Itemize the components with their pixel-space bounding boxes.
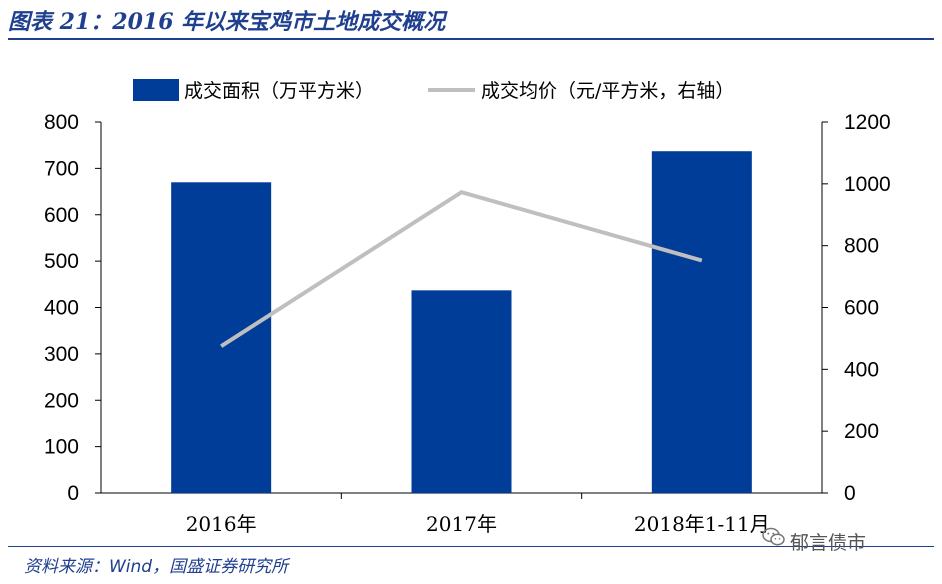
y-left-tick-label: 400	[44, 297, 79, 320]
y-left-tick-label: 300	[44, 343, 79, 366]
title-divider	[8, 38, 934, 40]
y-right-tick-label: 200	[844, 420, 879, 443]
price-line	[220, 190, 703, 348]
legend: 成交面积（万平方米） 成交均价（元/平方米，右轴）	[133, 79, 734, 102]
area-bar	[651, 151, 752, 493]
chart-title: 图表 21：2016 年以来宝鸡市土地成交概况	[8, 9, 446, 35]
legend-label-price: 成交均价（元/平方米，右轴）	[481, 80, 734, 102]
y-right-tick-label: 1200	[844, 111, 891, 134]
y-left-tick-label: 500	[44, 250, 79, 273]
y-left-tick-label: 100	[44, 436, 79, 459]
x-tick-label: 2018年1-11月	[634, 512, 770, 536]
y-left-tick-label: 700	[44, 157, 79, 180]
area-bar	[171, 182, 272, 493]
legend-swatch-area	[133, 79, 179, 101]
x-tick-label: 2017年	[426, 512, 497, 536]
y-right-tick-label: 1000	[844, 173, 891, 196]
y-right-tick-label: 800	[844, 235, 879, 258]
watermark: 郁言债市	[790, 532, 867, 554]
axes: 0 100 200 300 400 500 600 700 800 0 200 400 600 800 10…	[44, 111, 891, 536]
y-left-tick-label: 0	[67, 482, 79, 505]
legend-label-area: 成交面积（万平方米）	[184, 80, 374, 102]
x-tick-label: 2016年	[186, 512, 257, 536]
y-right-tick-label: 400	[844, 358, 879, 381]
bars	[171, 151, 752, 493]
y-right-tick-label: 600	[844, 297, 879, 320]
wechat-icon	[762, 527, 785, 546]
y-left-tick-label: 800	[44, 111, 79, 134]
y-right-tick-label: 0	[844, 482, 856, 505]
source-note: 资料来源：Wind，国盛证券研究所	[24, 557, 289, 577]
y-left-tick-label: 200	[44, 389, 79, 412]
y-left-tick-label: 600	[44, 204, 79, 227]
area-bar	[411, 290, 512, 493]
footer-divider	[8, 546, 934, 547]
